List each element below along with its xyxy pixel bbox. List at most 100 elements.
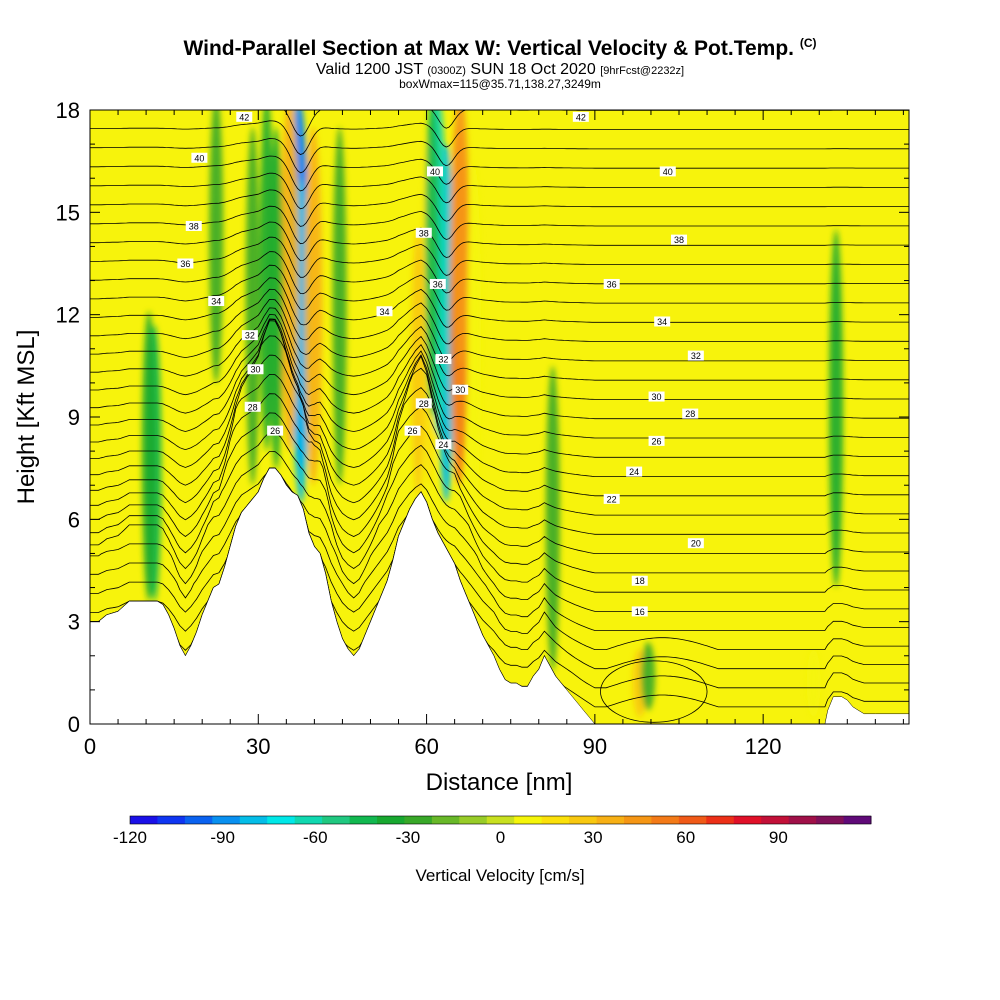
theta-contour bbox=[90, 318, 909, 420]
velocity-cell bbox=[451, 110, 470, 366]
svg-text:22: 22 bbox=[607, 494, 617, 504]
velocity-cell bbox=[209, 110, 224, 383]
colorbar-swatch bbox=[212, 816, 241, 824]
colorbar-tick-label: -120 bbox=[113, 828, 147, 847]
velocity-cell bbox=[304, 127, 323, 486]
theta-contour bbox=[90, 120, 909, 155]
colorbar-swatch bbox=[651, 816, 680, 824]
theta-contour bbox=[90, 467, 909, 612]
theta-contour bbox=[90, 307, 909, 381]
valid-time: Valid 1200 JST bbox=[315, 61, 423, 78]
colorbar-swatch bbox=[706, 816, 735, 824]
theta-label: 18 bbox=[631, 575, 648, 586]
velocity-cell bbox=[141, 311, 156, 602]
theta-label: 42 bbox=[572, 111, 589, 122]
theta-label: 24 bbox=[626, 466, 643, 477]
colorbar-swatch bbox=[459, 816, 488, 824]
theta-label: 26 bbox=[267, 425, 284, 436]
box-info: boxWmax=115@35.71,138.27,3249m bbox=[399, 77, 601, 91]
theta-label: 32 bbox=[687, 350, 704, 361]
copyright-mark: (C) bbox=[799, 36, 817, 50]
x-tick-label: 90 bbox=[583, 734, 607, 759]
theta-label: 38 bbox=[671, 234, 688, 245]
colorbar-swatch bbox=[486, 816, 515, 824]
colorbar-swatch bbox=[157, 816, 186, 824]
theta-contour bbox=[90, 451, 909, 593]
theta-contour bbox=[90, 172, 909, 210]
theta-label: 42 bbox=[236, 111, 253, 122]
colorbar-tick-label: -30 bbox=[396, 828, 421, 847]
theta-contour bbox=[90, 393, 909, 535]
theta-contour bbox=[90, 314, 909, 400]
theta-contour bbox=[90, 236, 909, 278]
velocity-cell bbox=[806, 648, 821, 718]
theta-contour bbox=[90, 251, 909, 295]
valid-time-line: Valid 1200 JST (0300Z) SUN 18 Oct 2020 [… bbox=[0, 61, 1000, 79]
velocity-cell bbox=[829, 229, 844, 588]
colorbar-tick-label: -60 bbox=[303, 828, 328, 847]
svg-text:38: 38 bbox=[674, 235, 684, 245]
theta-contour bbox=[90, 354, 909, 497]
theta-label: 34 bbox=[654, 316, 671, 327]
colorbar-tick-label: 90 bbox=[769, 828, 788, 847]
svg-text:28: 28 bbox=[685, 409, 695, 419]
colorbar-swatch bbox=[294, 816, 323, 824]
chart-title: Wind-Parallel Section at Max W: Vertical… bbox=[0, 36, 1000, 61]
theta-label: 20 bbox=[687, 538, 704, 549]
colorbar-tick-label: -90 bbox=[210, 828, 235, 847]
theta-label: 32 bbox=[435, 354, 452, 365]
plot-area: 42 42 40 40 40 38 38 38 36 36 36 34 34 34 32 32 32 30 30 30… bbox=[89, 109, 910, 725]
x-tick-label: 0 bbox=[84, 734, 96, 759]
svg-text:30: 30 bbox=[455, 385, 465, 395]
theta-labels: 42 42 40 40 40 38 38 38 36 36 36 34 34 34 32 32 32 30 30 30… bbox=[177, 111, 704, 617]
svg-text:40: 40 bbox=[663, 167, 673, 177]
svg-text:24: 24 bbox=[629, 467, 639, 477]
svg-text:40: 40 bbox=[194, 153, 204, 163]
colorbar-swatch bbox=[239, 816, 268, 824]
colorbar-swatch bbox=[349, 816, 378, 824]
theta-contour bbox=[90, 288, 909, 345]
y-axis-label: Height [Kft MSL] bbox=[13, 330, 40, 505]
svg-text:28: 28 bbox=[248, 402, 258, 412]
svg-text:16: 16 bbox=[635, 607, 645, 617]
theta-label: 38 bbox=[415, 227, 432, 238]
theta-label: 36 bbox=[177, 258, 194, 269]
x-tick-label: 60 bbox=[414, 734, 438, 759]
colorbar-swatch bbox=[678, 816, 707, 824]
y-tick-label: 12 bbox=[56, 303, 80, 328]
theta-label: 40 bbox=[426, 166, 443, 177]
colorbar-swatch bbox=[843, 816, 872, 824]
theta-label: 34 bbox=[208, 296, 225, 307]
theta-label: 40 bbox=[659, 166, 676, 177]
theta-contour bbox=[90, 318, 909, 458]
velocity-cell bbox=[545, 365, 560, 672]
theta-contour bbox=[90, 320, 909, 439]
svg-text:28: 28 bbox=[419, 399, 429, 409]
theta-contour bbox=[90, 155, 909, 192]
theta-contour bbox=[600, 660, 708, 723]
colorbar-swatch bbox=[624, 816, 652, 824]
theta-contour bbox=[90, 277, 909, 328]
chart-title-text: Wind-Parallel Section at Max W: Vertical… bbox=[183, 37, 794, 60]
y-tick-label: 0 bbox=[68, 712, 80, 737]
colorbar-swatch bbox=[816, 816, 844, 824]
svg-text:34: 34 bbox=[657, 317, 667, 327]
svg-text:32: 32 bbox=[438, 355, 448, 365]
velocity-cell bbox=[467, 161, 482, 520]
y-tick-label: 18 bbox=[56, 98, 80, 123]
svg-text:30: 30 bbox=[250, 365, 260, 375]
theta-label: 36 bbox=[429, 278, 446, 289]
theta-label: 32 bbox=[241, 330, 258, 341]
svg-text:42: 42 bbox=[239, 112, 249, 122]
colorbar-swatch bbox=[788, 816, 817, 824]
terrain bbox=[89, 467, 910, 725]
x-axis-label: Distance [nm] bbox=[426, 769, 573, 796]
svg-text:34: 34 bbox=[211, 297, 221, 307]
colorbar-swatch bbox=[733, 816, 762, 824]
y-tick-label: 6 bbox=[68, 507, 80, 532]
theta-label: 28 bbox=[682, 408, 699, 419]
velocity-cell bbox=[280, 110, 299, 452]
svg-text:42: 42 bbox=[576, 112, 586, 122]
